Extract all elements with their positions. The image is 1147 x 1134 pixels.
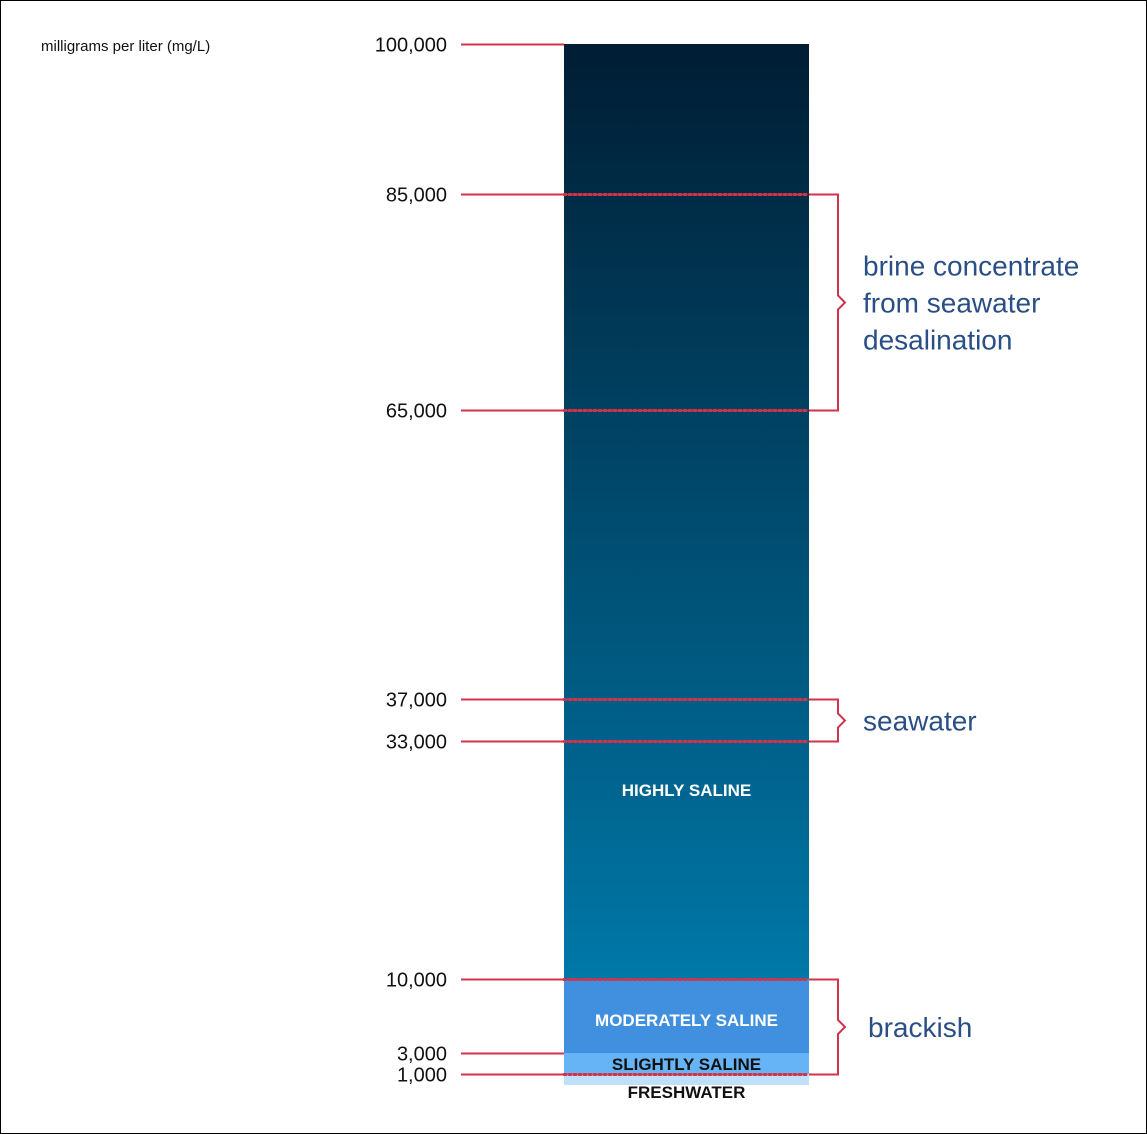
- tick-label-100000: 100,000: [375, 35, 447, 57]
- zone-slightly-saline: [564, 1053, 809, 1074]
- zone-freshwater: [564, 1074, 809, 1085]
- tick-label-10000: 10,000: [386, 970, 447, 992]
- tick-label-33000: 33,000: [386, 732, 447, 754]
- zone-highly-saline: [564, 44, 809, 979]
- bracket-2: [837, 979, 847, 1075]
- tick-label-65000: 65,000: [386, 401, 447, 423]
- bracket-1: [837, 699, 847, 742]
- annotation-brine-concentrate: brine concentrate from seawater desalinati…: [863, 251, 1079, 356]
- zone-label-freshwater: FRESHWATER: [628, 1083, 746, 1102]
- tick-label-3000: 3,000: [397, 1044, 447, 1066]
- zone-label-highly-saline: HIGHLY SALINE: [622, 781, 751, 800]
- unit-label: milligrams per liter (mg/L): [41, 38, 210, 55]
- tick-marks: 100,000 85,000 65,000 37,000 33,000 10,000 3,0…: [375, 35, 839, 1087]
- annotations: brine concentrate from seawater desalinati…: [837, 194, 1079, 1075]
- salinity-column: [564, 44, 809, 1085]
- annotation-brackish: brackish: [868, 1012, 972, 1043]
- tick-label-37000: 37,000: [386, 690, 447, 712]
- zone-labels: HIGHLY SALINE MODERATELY SALINE SLIGHTLY S…: [595, 781, 778, 1102]
- zone-label-moderately-saline: MODERATELY SALINE: [595, 1011, 778, 1030]
- tick-label-1000: 1,000: [397, 1065, 447, 1087]
- zone-label-slightly-saline: SLIGHTLY SALINE: [612, 1055, 761, 1074]
- tick-label-85000: 85,000: [386, 185, 447, 207]
- bracket-0: [837, 194, 847, 411]
- annotation-seawater: seawater: [863, 706, 977, 737]
- zone-moderately-saline: [564, 979, 809, 1053]
